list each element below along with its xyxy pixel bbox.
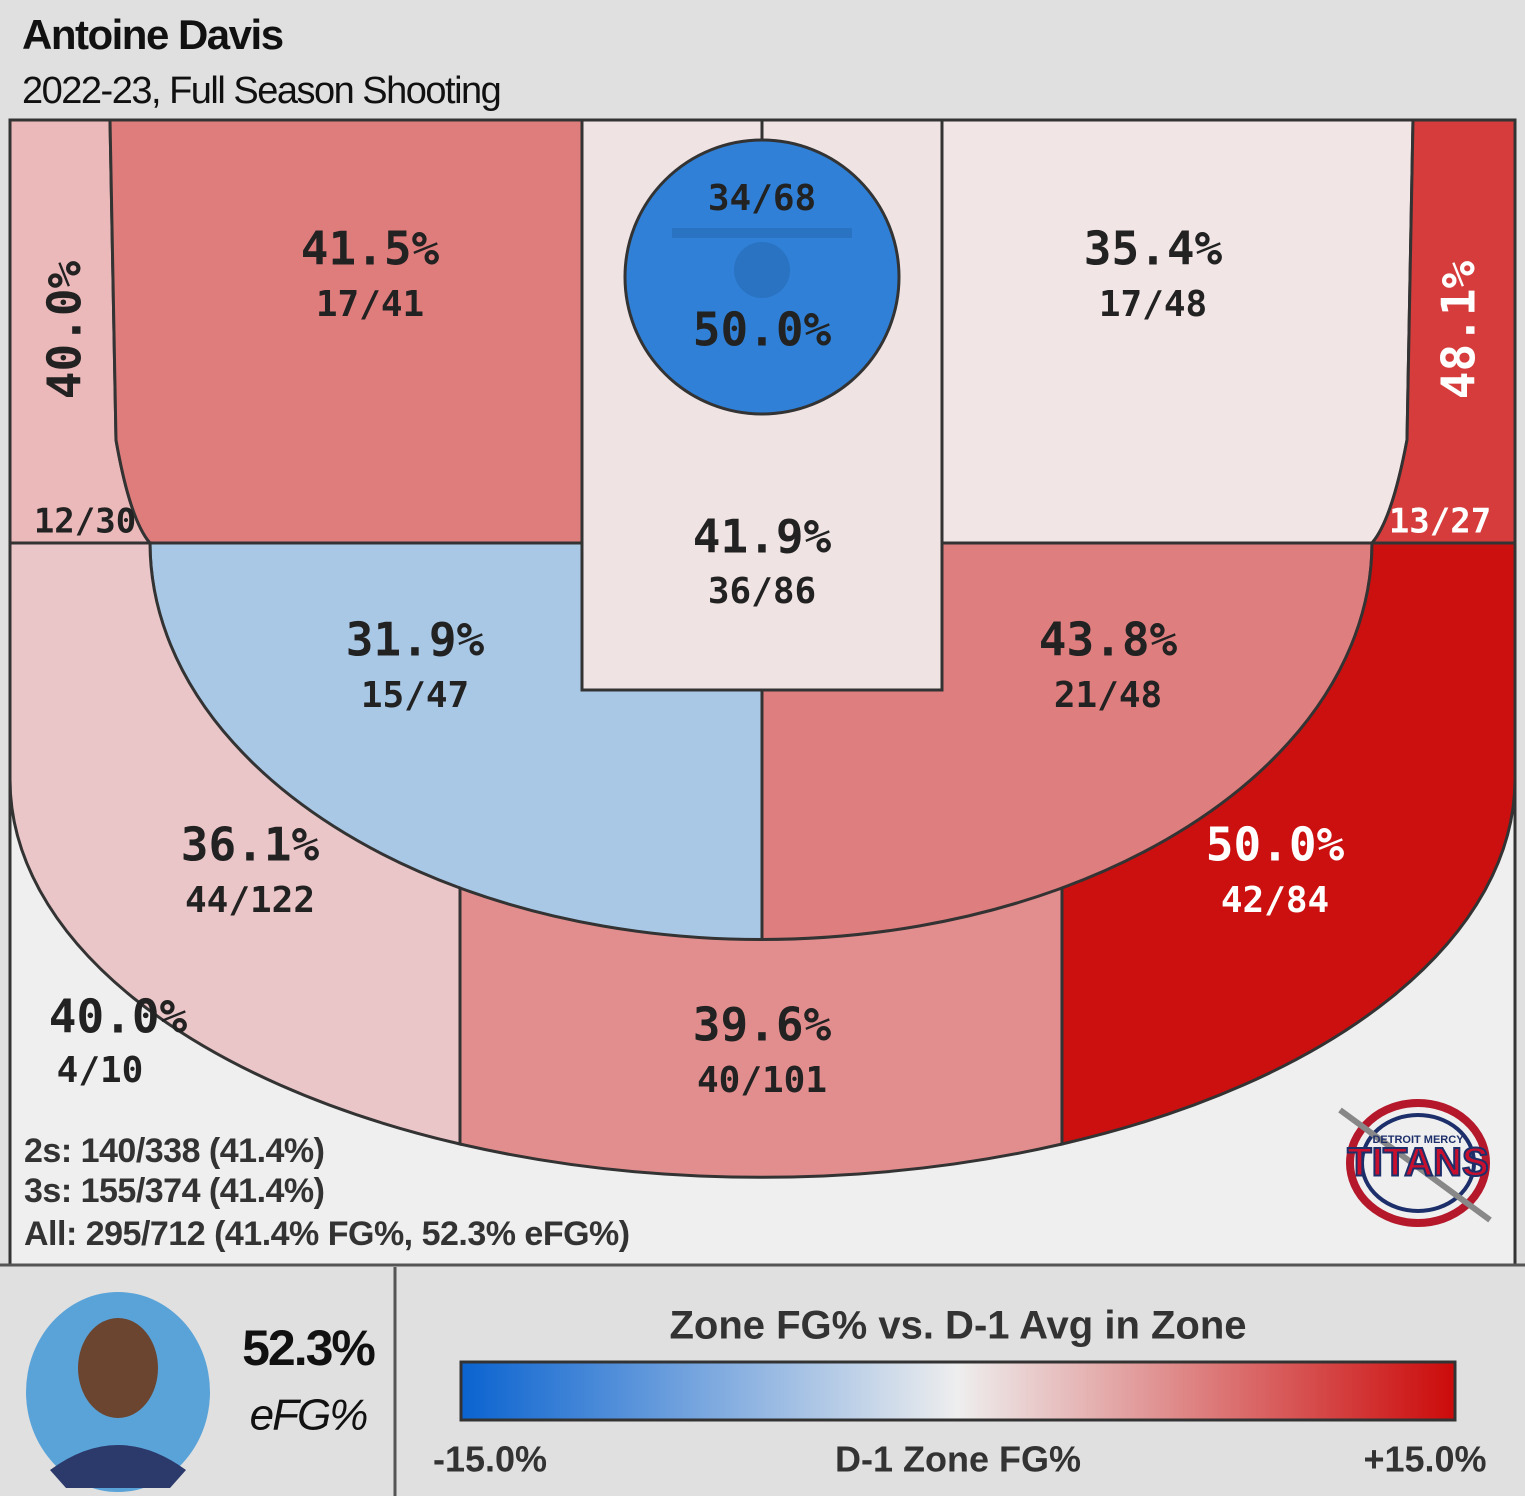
zone-shots: 21/48 xyxy=(1054,675,1162,716)
zone-shots: 12/30 xyxy=(34,502,136,542)
zone-shots: 17/41 xyxy=(316,284,424,325)
zone-pct: 36.1% xyxy=(181,818,320,872)
logo-top: DETROIT MERCY xyxy=(1372,1134,1464,1146)
legend-mid: D-1 Zone FG% xyxy=(835,1439,1081,1480)
logo-name: TITANS xyxy=(1347,1141,1488,1185)
zone xyxy=(940,118,1415,545)
subtitle: 2022-23, Full Season Shooting xyxy=(22,70,500,112)
legend-title: Zone FG% vs. D-1 Avg in Zone xyxy=(669,1304,1246,1348)
zone-shots: 15/47 xyxy=(361,675,469,716)
zone-pct: 50.0% xyxy=(1206,818,1345,872)
logo: DETROIT MERCY TITANS xyxy=(1338,1099,1492,1227)
zone xyxy=(108,118,584,545)
summary-line: 3s: 155/374 (41.4%) xyxy=(24,1172,324,1210)
zone-pct: 40.0% xyxy=(49,990,188,1044)
zone-shots: 4/10 xyxy=(57,1050,144,1091)
zone-pct: 48.1% xyxy=(1432,260,1486,399)
zone xyxy=(1060,541,1517,1146)
zone-shots: 36/86 xyxy=(708,571,816,612)
hoop xyxy=(734,242,790,298)
zone-pct: 31.9% xyxy=(346,613,485,667)
title: Antoine Davis xyxy=(22,11,283,58)
zone-pct: 41.5% xyxy=(301,222,440,276)
zone xyxy=(8,541,462,1146)
legend-low: -15.0% xyxy=(433,1439,547,1480)
zone-pct: 50.0% xyxy=(693,303,832,357)
zone-pct: 39.6% xyxy=(693,998,832,1052)
zone-pct: 35.4% xyxy=(1084,222,1223,276)
legend-gradient xyxy=(459,1360,1457,1422)
efg-value: 52.3% xyxy=(242,1320,375,1376)
player-photo xyxy=(26,1292,210,1492)
efg-label: eFG% xyxy=(250,1391,368,1440)
zone-shots: 44/122 xyxy=(185,880,315,921)
zone-pct: 40.0% xyxy=(38,260,92,399)
summary-line: All: 295/712 (41.4% FG%, 52.3% eFG%) xyxy=(24,1215,630,1253)
zone-shots: 13/27 xyxy=(1389,502,1491,542)
zone-pct: 41.9% xyxy=(693,510,832,564)
summary-line: 2s: 140/338 (41.4%) xyxy=(24,1132,324,1170)
zone-shots: 34/68 xyxy=(708,178,816,219)
zone-pct: 43.8% xyxy=(1039,613,1178,667)
zone-shots: 17/48 xyxy=(1099,284,1207,325)
legend-high: +15.0% xyxy=(1363,1439,1486,1480)
zone-shots: 42/84 xyxy=(1221,880,1329,921)
zone-shots: 40/101 xyxy=(697,1060,827,1101)
